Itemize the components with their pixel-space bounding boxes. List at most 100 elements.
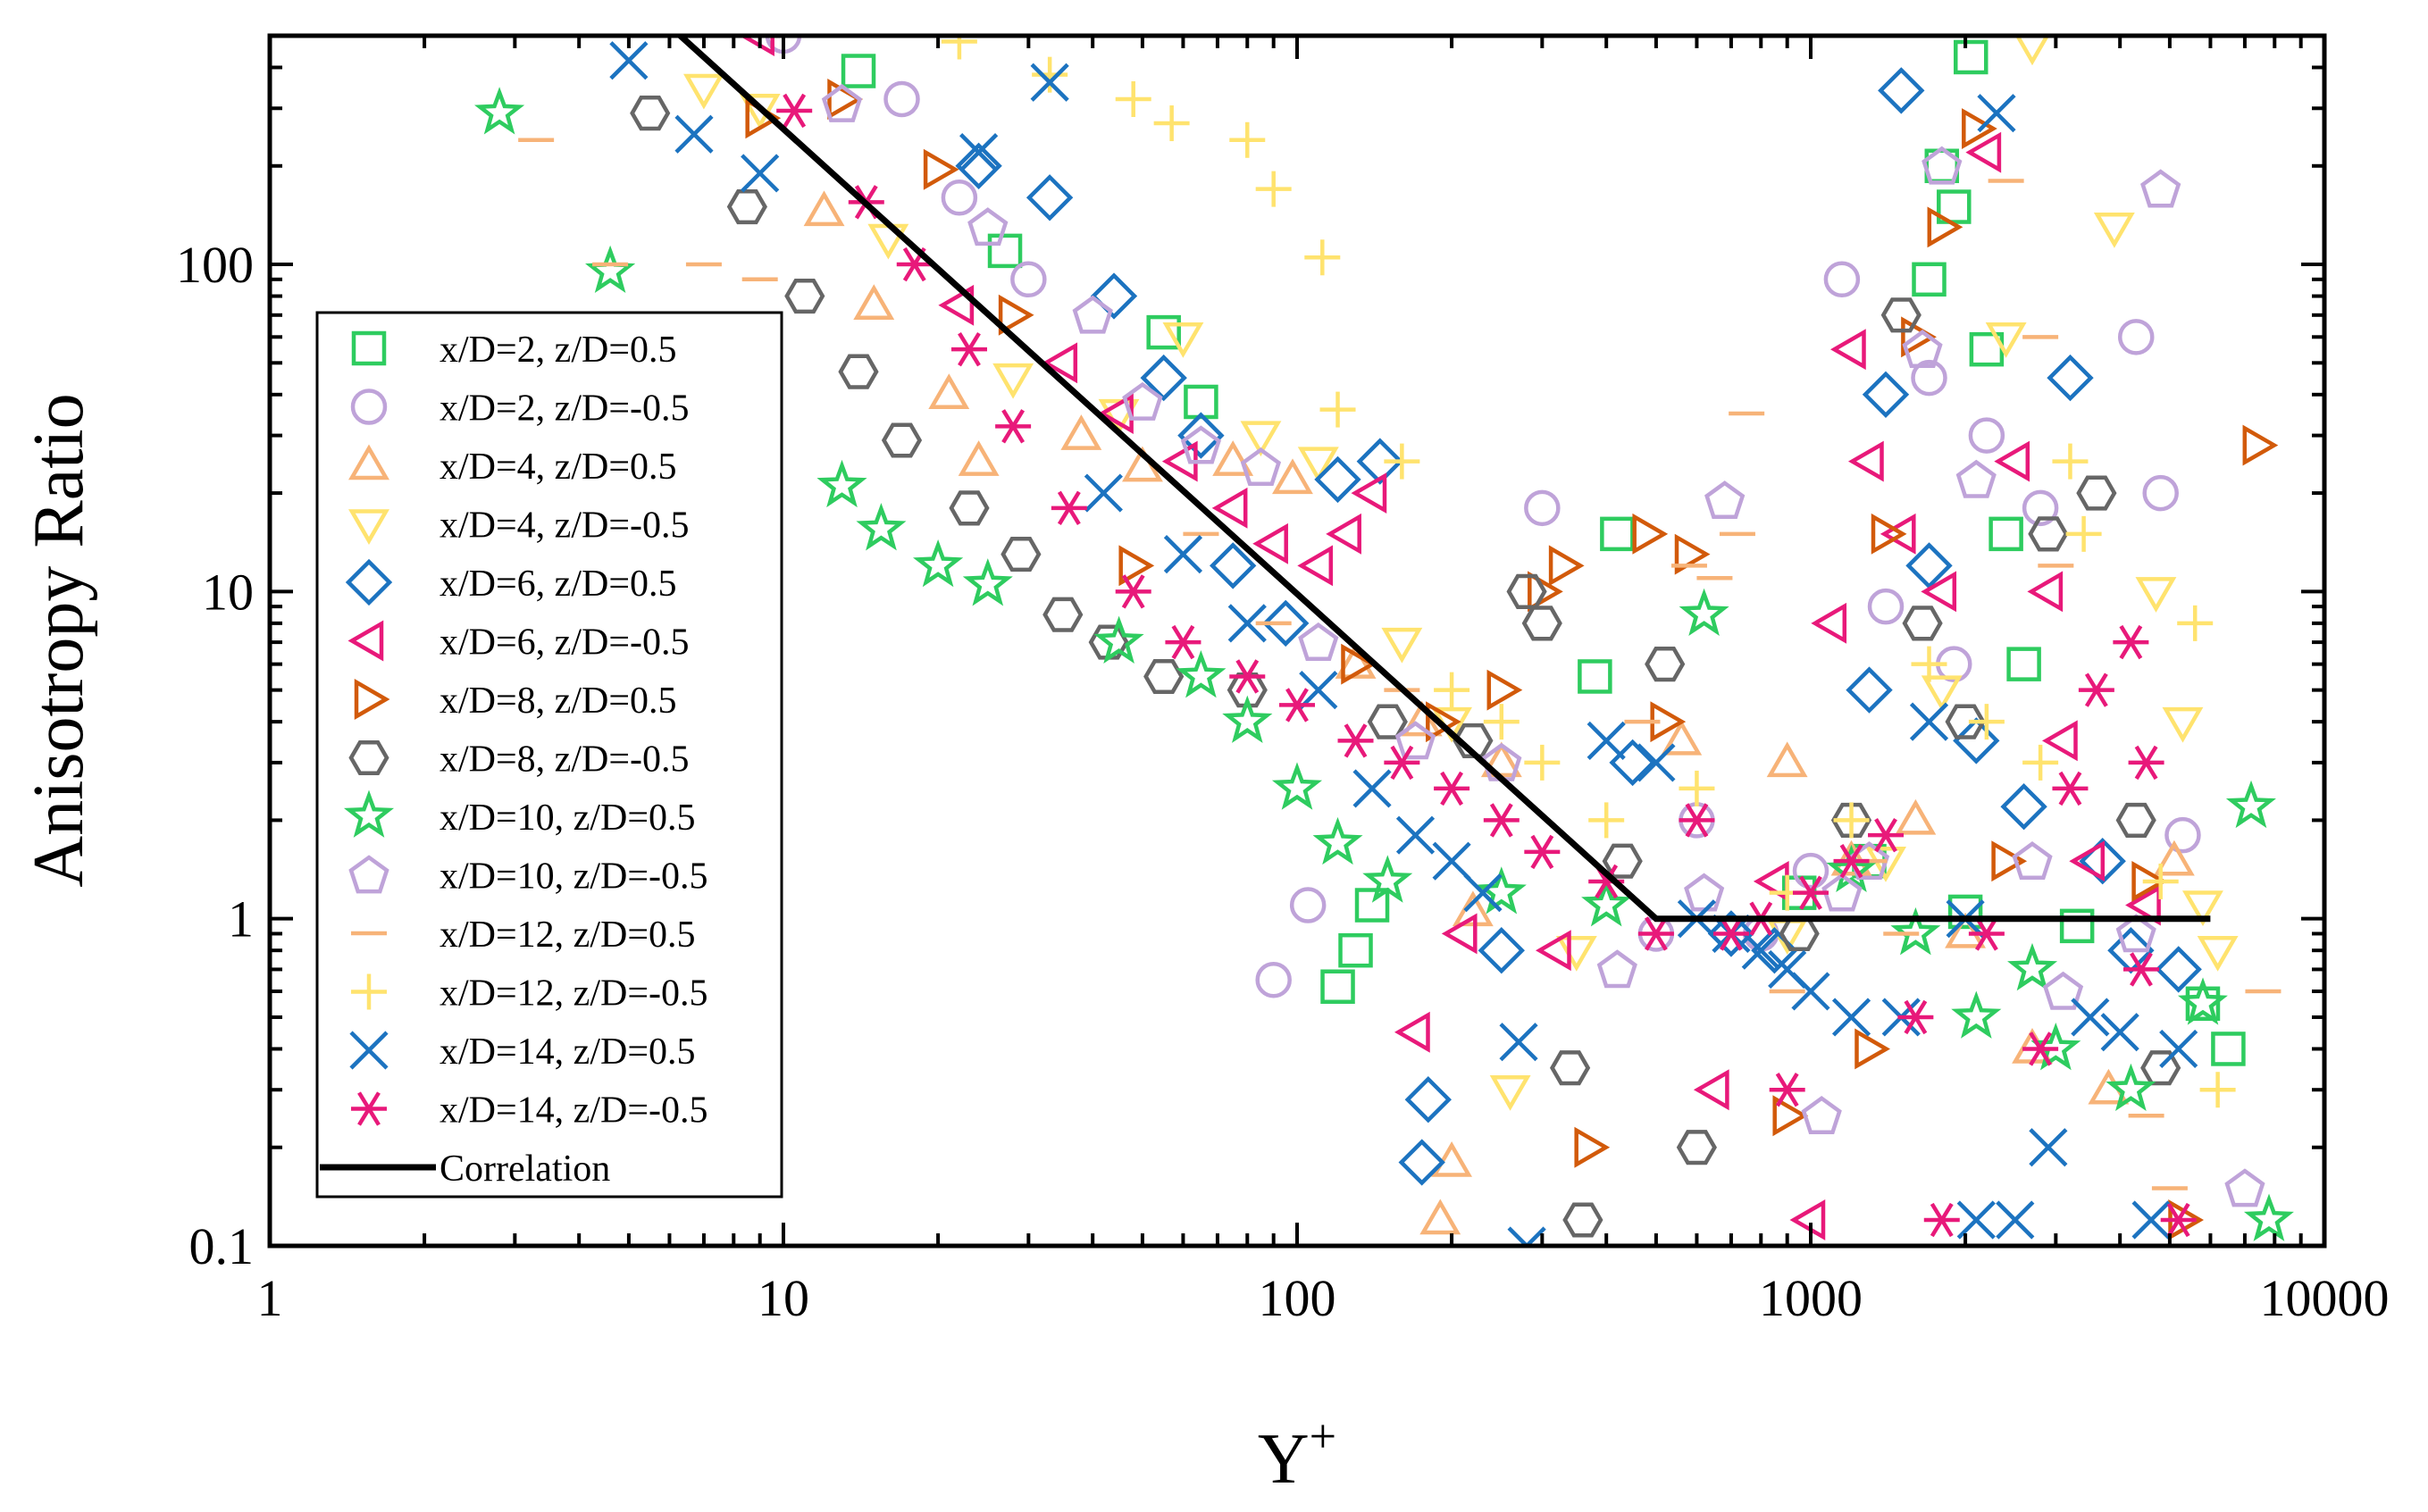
data-point-s9-17 [1890,906,1941,956]
data-point-s12-1 [941,36,977,60]
data-point-s14-5 [995,409,1032,444]
data-point-s9-4 [856,503,907,551]
data-point-s9-18 [1951,990,2002,1039]
data-point-s13-2 [674,114,714,154]
data-point-s13-12 [1432,841,1471,881]
data-point-s13-34 [1977,94,2016,133]
data-point-s10-6 [1240,447,1282,486]
data-point-s9-20 [2030,1023,2081,1071]
data-point-s3-4 [958,440,1000,476]
data-point-s6-9 [1326,513,1361,555]
data-point-s13-7 [1163,535,1203,574]
data-point-s12-7 [1304,239,1341,276]
data-point-s9-10 [1271,762,1323,810]
data-point-s2-11 [2022,489,2059,527]
data-point-s7-24 [1991,840,2028,882]
data-point-s10-21 [2115,914,2156,953]
data-point-s8-24 [1902,606,1943,641]
legend-entry-8: x/D=8, z/D=-0.5 [348,739,690,781]
data-point-s13-10 [1352,769,1392,808]
legend-label-3: x/D=4, z/D=0.5 [440,447,677,488]
data-point-s9-19 [2007,942,2058,991]
data-point-s4-1 [683,73,724,110]
data-point-s1-18 [2211,1032,2246,1066]
data-point-s10-4 [1122,381,1163,421]
data-point-s10-14 [1821,873,1863,912]
data-point-s3-2 [853,284,895,321]
data-point-s5-14 [1707,910,1755,957]
x-axis-title: Y+ [1258,1409,1336,1499]
data-point-s8-27 [2076,475,2117,511]
data-point-s8-20 [1676,1130,1717,1165]
legend-entry-10: x/D=10, z/D=-0.5 [348,855,708,898]
data-point-s6-11 [1394,1011,1430,1053]
data-point-s1-6 [1338,932,1373,968]
data-point-s1-12 [1988,516,2023,552]
data-point-s10-7 [1298,622,1339,661]
correlation-line [678,36,2211,923]
data-point-s4-9 [1381,627,1423,664]
data-point-s2-17 [1792,852,1829,890]
data-point-s7-11 [1574,1126,1611,1168]
data-point-s8-16 [1550,1050,1591,1086]
legend-label-14: x/D=14, z/D=-0.5 [440,1090,708,1132]
data-point-s14-10 [1279,688,1315,723]
legend-marker-2 [350,388,388,425]
data-point-s14-9 [1229,659,1266,694]
data-point-s10-1 [821,83,863,122]
data-point-s9-24 [2243,1193,2294,1241]
data-point-s9-22 [2177,977,2228,1025]
data-point-s5-3 [1090,272,1138,320]
data-point-s3-15 [1766,741,1808,778]
data-point-s8-23 [1880,297,1921,333]
data-point-s7-15 [1772,1095,1809,1137]
data-point-s6-19 [1847,440,1884,482]
y-tick-label: 100 [176,236,254,294]
data-point-s2-7 [1524,489,1561,527]
data-point-s9-11 [1312,816,1363,865]
data-point-s14-14 [1483,803,1520,838]
data-point-s6-3 [1042,342,1078,384]
legend-marker-12 [351,973,387,1010]
legend-marker-6 [347,620,384,662]
axis-ticks [268,34,2324,1248]
data-point-s13-16 [1587,721,1626,760]
data-point-s8-3 [784,278,825,314]
data-point-s3-21 [2153,840,2195,876]
data-point-s5-12 [1478,927,1525,974]
data-point-s14-27 [1968,916,2005,951]
legend-marker-5 [345,558,393,606]
data-point-s12-23 [2177,605,2214,641]
data-point-s4-21 [2181,890,2223,927]
data-point-s7-4 [998,294,1034,336]
data-point-s10-19 [2012,841,2053,881]
legend-label-12: x/D=12, z/D=-0.5 [440,973,708,1015]
legend-marker-10 [348,855,389,894]
data-point-s9-14 [1581,879,1632,927]
data-point-s13-6 [1084,473,1123,513]
data-point-s8-29 [2140,1050,2181,1086]
data-point-s8-6 [949,490,990,526]
data-point-s13-20 [1741,931,1780,970]
data-point-s6-16 [1789,1199,1826,1241]
data-point-s3-18 [1945,912,1986,948]
data-point-s2-8 [1823,261,1861,298]
data-point-s2-6 [1289,887,1327,923]
scatter-marks [474,36,2294,1246]
data-point-s13-15 [1507,1226,1546,1246]
data-point-s3-17 [1895,798,1937,835]
data-point-s3-10 [1401,700,1443,737]
data-point-s7-1 [827,78,863,121]
legend-label-2: x/D=2, z/D=-0.5 [440,388,690,430]
data-point-s3-12 [1431,1140,1472,1177]
legend-entry-correlation: Correlation [320,1149,610,1190]
legend-marker-13 [349,1031,389,1070]
data-point-s14-8 [1165,624,1201,660]
series-14 [776,93,2197,1238]
data-point-s13-8 [1227,604,1267,643]
legend-label-correlation: Correlation [440,1149,610,1190]
data-point-s4-17 [2014,36,2050,66]
data-point-s10-3 [1072,295,1113,334]
data-point-s2-3 [941,180,978,216]
